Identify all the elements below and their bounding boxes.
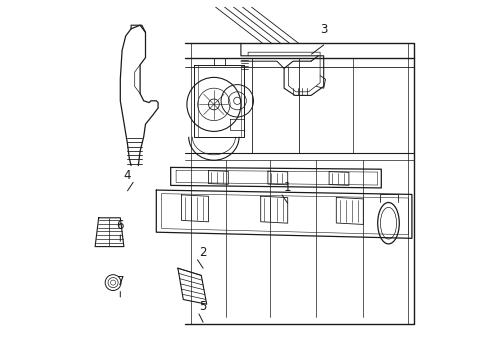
Text: 1: 1 [284, 181, 291, 194]
Text: 2: 2 [199, 246, 206, 259]
Text: 5: 5 [199, 300, 206, 313]
Text: 4: 4 [123, 169, 131, 182]
Text: 3: 3 [319, 23, 327, 36]
Text: 6: 6 [116, 219, 124, 232]
Text: 7: 7 [116, 275, 124, 288]
